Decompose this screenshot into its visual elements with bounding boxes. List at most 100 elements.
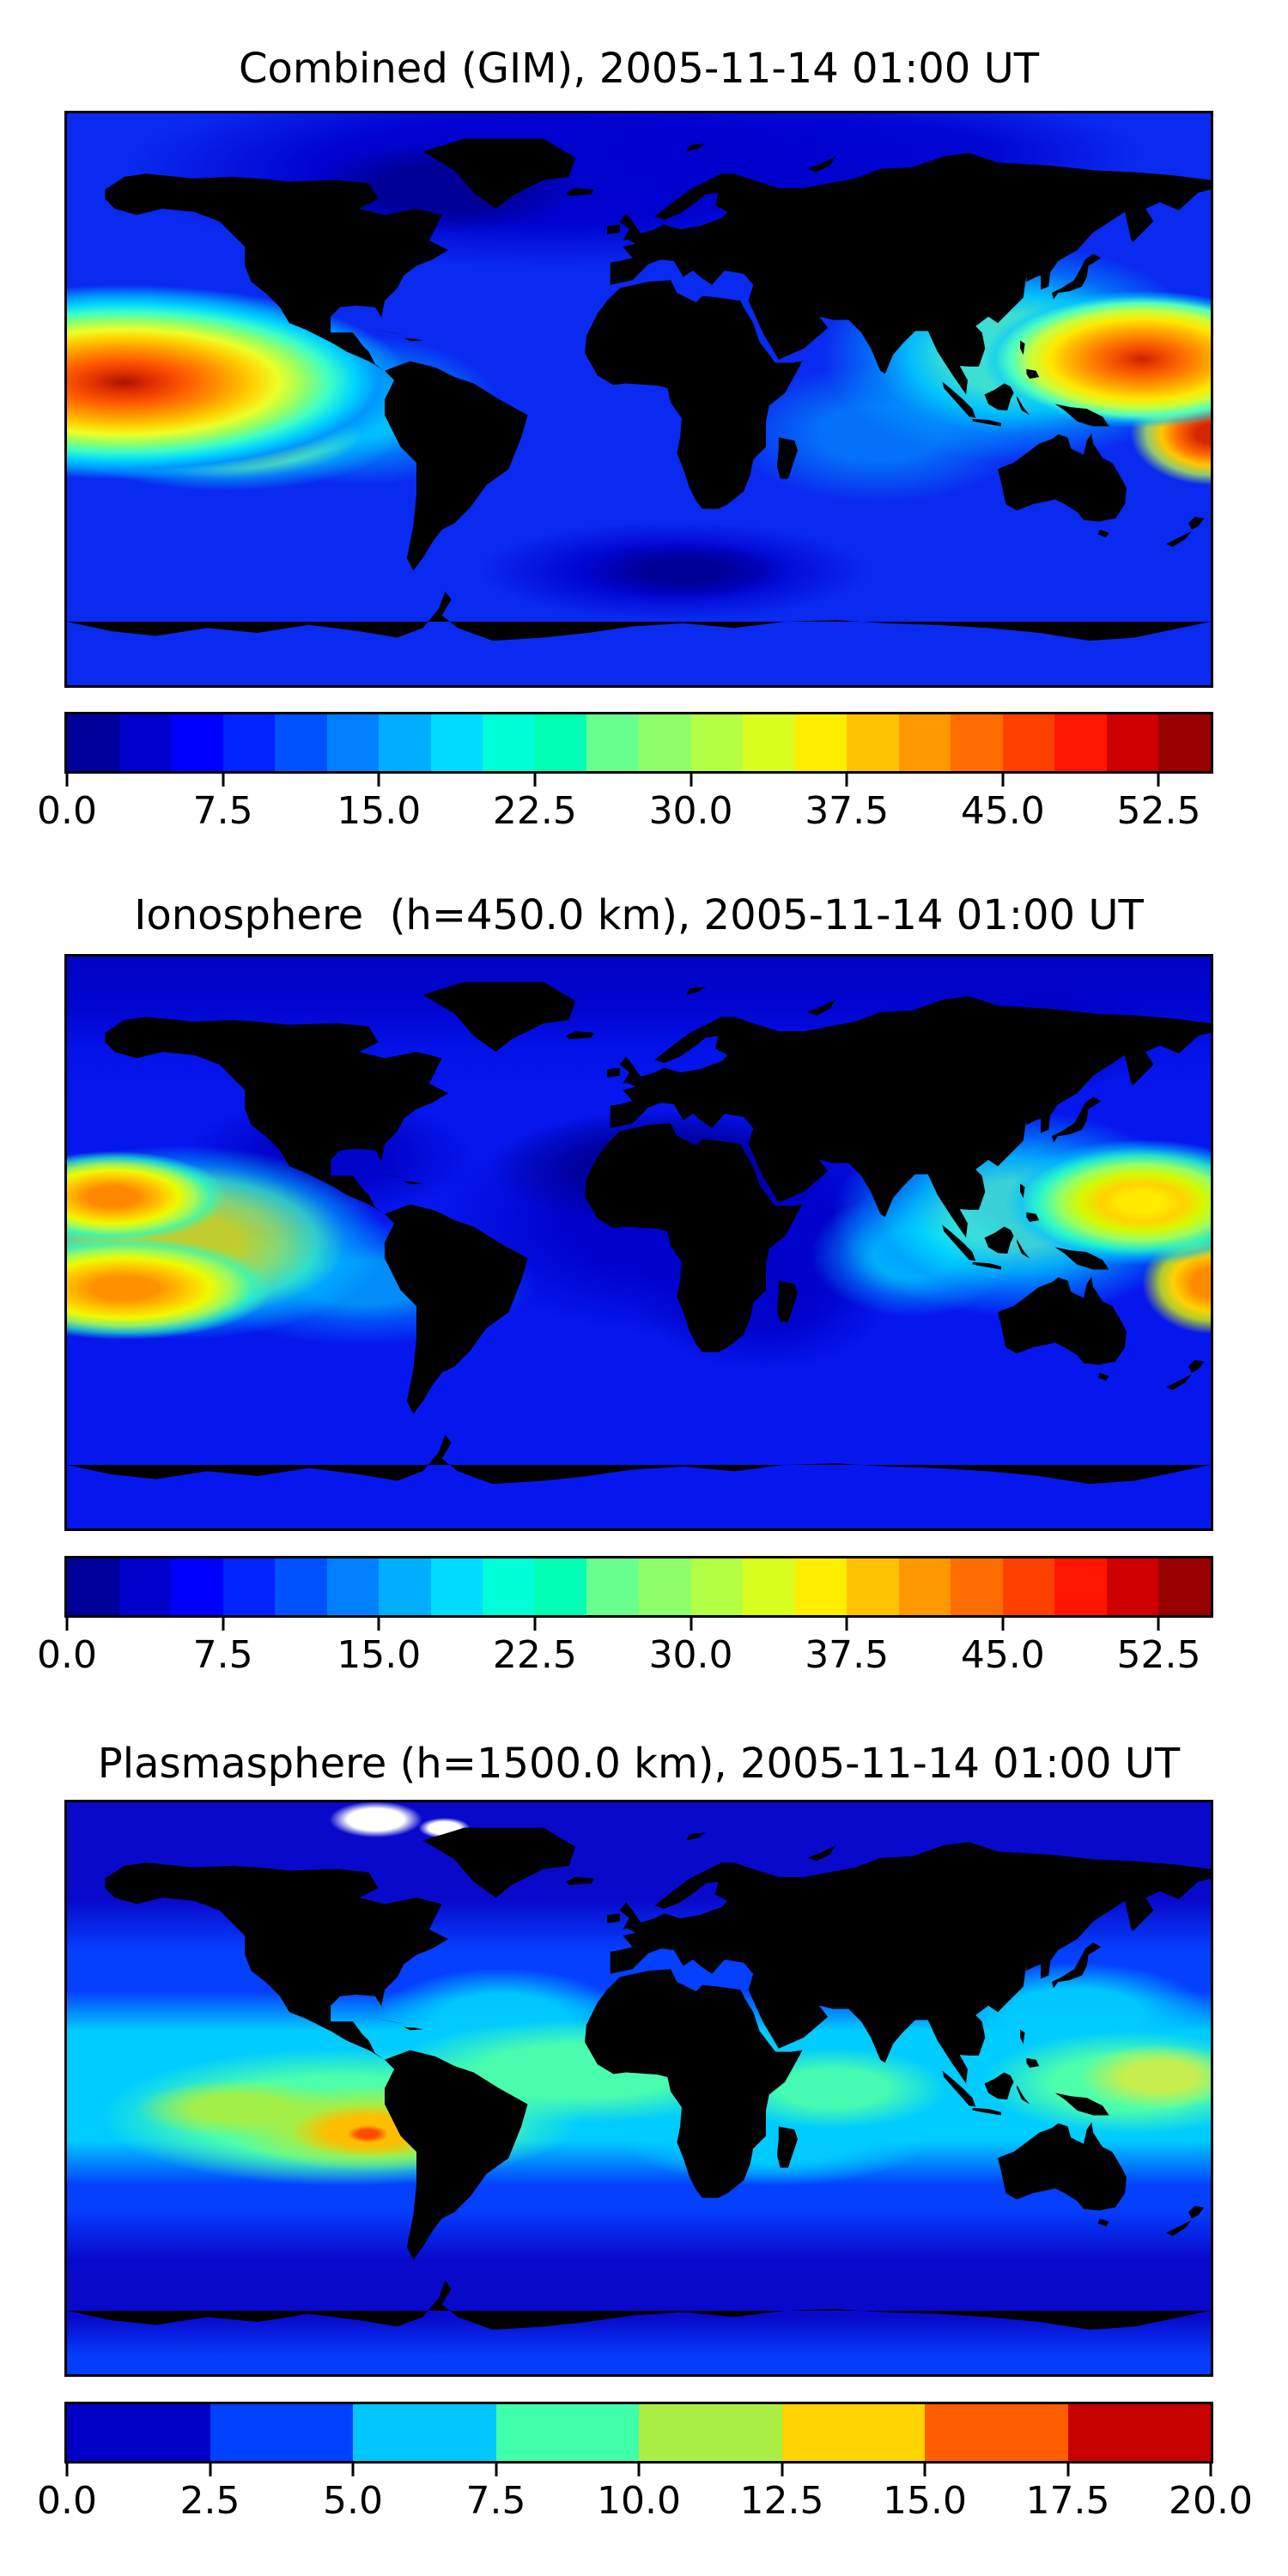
colorbar-segment bbox=[1106, 1558, 1159, 1615]
colorbar-segment bbox=[1158, 1558, 1212, 1615]
colorbar-tick-label: 52.5 bbox=[1116, 789, 1201, 833]
colorbar-segment bbox=[1054, 714, 1107, 771]
colorbar-tick-label: 52.5 bbox=[1116, 1633, 1201, 1677]
colorbar-tick-mark bbox=[845, 774, 848, 787]
colorbar-segment bbox=[951, 1558, 1003, 1615]
colorbar-segment bbox=[326, 1558, 380, 1615]
colorbar-tick-mark bbox=[1157, 774, 1160, 787]
colorbar-tick-mark bbox=[222, 774, 225, 787]
colorbar-segment bbox=[898, 714, 951, 771]
colorbar-segment bbox=[353, 2404, 496, 2461]
colorbar-tick-mark bbox=[923, 2464, 927, 2476]
colorbar-tick-mark bbox=[377, 774, 380, 787]
colorbar-tick-label: 7.5 bbox=[465, 2479, 526, 2523]
colorbar-segment bbox=[1002, 1558, 1055, 1615]
colorbar-segment bbox=[495, 2404, 639, 2461]
colorbar-segment bbox=[586, 714, 640, 771]
colorbar-tick-label: 2.5 bbox=[179, 2479, 240, 2523]
colorbar-segment bbox=[483, 1558, 535, 1615]
colorbar-tick-label: 7.5 bbox=[192, 789, 253, 833]
colorbar-tick-mark bbox=[845, 1618, 848, 1631]
colorbar-segment bbox=[483, 714, 535, 771]
panel3-map-frame bbox=[64, 1800, 1213, 2377]
colorbar-segment bbox=[639, 2404, 782, 2461]
colorbar-tick-mark bbox=[209, 2464, 211, 2476]
colorbar-tick-mark bbox=[690, 1618, 693, 1631]
colorbar-segment bbox=[171, 714, 223, 771]
colorbar-segment bbox=[222, 1558, 276, 1615]
panel1-colorbar-ticks: 0.0 7.5 15.0 22.5 30.0 37.5 45.0 52.5 bbox=[37, 774, 1211, 860]
colorbar-tick-label: 5.0 bbox=[323, 2479, 383, 2523]
colorbar-segment bbox=[1106, 714, 1159, 771]
colorbar-segment bbox=[67, 1558, 119, 1615]
colorbar-segment bbox=[222, 714, 276, 771]
colorbar-tick-label: 10.0 bbox=[597, 2479, 681, 2523]
colorbar-tick-label: 15.0 bbox=[883, 2479, 967, 2523]
colorbar-tick-mark bbox=[1001, 1618, 1005, 1631]
colorbar-segment bbox=[430, 1558, 483, 1615]
colorbar-segment bbox=[690, 714, 744, 771]
colorbar-segment bbox=[1158, 714, 1212, 771]
colorbar-segment bbox=[534, 714, 587, 771]
colorbar-segment bbox=[534, 1558, 587, 1615]
colorbar-segment bbox=[743, 714, 795, 771]
colorbar-segment bbox=[925, 2404, 1068, 2461]
colorbar-tick-label: 30.0 bbox=[648, 789, 733, 833]
colorbar-segment bbox=[379, 714, 431, 771]
colorbar-tick-mark bbox=[495, 2464, 497, 2476]
colorbar-tick-mark bbox=[351, 2464, 355, 2476]
colorbar-tick-mark bbox=[690, 774, 693, 787]
colorbar-segment bbox=[639, 1558, 691, 1615]
panel2-map-frame bbox=[64, 954, 1213, 1531]
colorbar-segment bbox=[1067, 2404, 1211, 2461]
colorbar-segment bbox=[743, 1558, 795, 1615]
colorbar-tick-mark bbox=[533, 1618, 537, 1631]
colorbar-tick-label: 20.0 bbox=[1169, 2479, 1253, 2523]
colorbar-segment bbox=[275, 1558, 327, 1615]
panel3-tec-field bbox=[67, 1802, 1211, 2374]
colorbar-segment bbox=[430, 714, 483, 771]
colorbar-segment bbox=[118, 714, 172, 771]
panel3-coastlines-icon bbox=[67, 1827, 1211, 2330]
colorbar-tick-label: 22.5 bbox=[492, 789, 577, 833]
colorbar-tick-mark bbox=[65, 2464, 69, 2476]
colorbar-segment bbox=[794, 1558, 848, 1615]
colorbar-tick-label: 12.5 bbox=[739, 2479, 824, 2523]
colorbar-segment bbox=[1054, 1558, 1107, 1615]
colorbar-segment bbox=[794, 714, 848, 771]
colorbar-tick-mark bbox=[1066, 2464, 1069, 2476]
colorbar-tick-label: 22.5 bbox=[492, 1633, 577, 1677]
colorbar-segment bbox=[898, 1558, 951, 1615]
colorbar-segment bbox=[118, 1558, 172, 1615]
colorbar-tick-mark bbox=[377, 1618, 380, 1631]
colorbar-tick-label: 0.0 bbox=[37, 789, 97, 833]
panel3-colorbar-ticks: 0.0 2.5 5.0 7.5 10.0 12.5 15.0 17.5 20.0 bbox=[37, 2464, 1253, 2549]
panel1-map-frame bbox=[64, 111, 1213, 688]
panel2-title: Ionosphere (h=450.0 km), 2005-11-14 01:0… bbox=[134, 891, 1144, 939]
colorbar-segment bbox=[951, 714, 1003, 771]
colorbar-segment bbox=[639, 714, 691, 771]
panel3-colorbar bbox=[64, 2402, 1213, 2464]
panel2-colorbar-ticks: 0.0 7.5 15.0 22.5 30.0 37.5 45.0 52.5 bbox=[37, 1618, 1211, 1704]
colorbar-tick-mark bbox=[65, 1618, 69, 1631]
colorbar-tick-mark bbox=[1157, 1618, 1160, 1631]
colorbar-tick-label: 30.0 bbox=[648, 1633, 733, 1677]
colorbar-tick-mark bbox=[222, 1618, 225, 1631]
colorbar-tick-mark bbox=[1209, 2464, 1212, 2476]
panel1-title: Combined (GIM), 2005-11-14 01:00 UT bbox=[238, 45, 1040, 93]
colorbar-segment bbox=[847, 1558, 899, 1615]
colorbar-tick-label: 45.0 bbox=[960, 1633, 1045, 1677]
panel1-colorbar bbox=[64, 712, 1213, 774]
panel1-coastlines-icon bbox=[67, 138, 1211, 641]
panel2-colorbar bbox=[64, 1556, 1213, 1618]
colorbar-tick-mark bbox=[1001, 774, 1005, 787]
colorbar-segment bbox=[847, 714, 899, 771]
colorbar-tick-label: 0.0 bbox=[37, 1633, 97, 1677]
colorbar-segment bbox=[586, 1558, 640, 1615]
colorbar-tick-label: 15.0 bbox=[337, 789, 422, 833]
colorbar-segment bbox=[326, 714, 380, 771]
panel3-title: Plasmasphere (h=1500.0 km), 2005-11-14 0… bbox=[97, 1740, 1181, 1788]
colorbar-segment bbox=[67, 714, 119, 771]
colorbar-tick-mark bbox=[781, 2464, 783, 2476]
